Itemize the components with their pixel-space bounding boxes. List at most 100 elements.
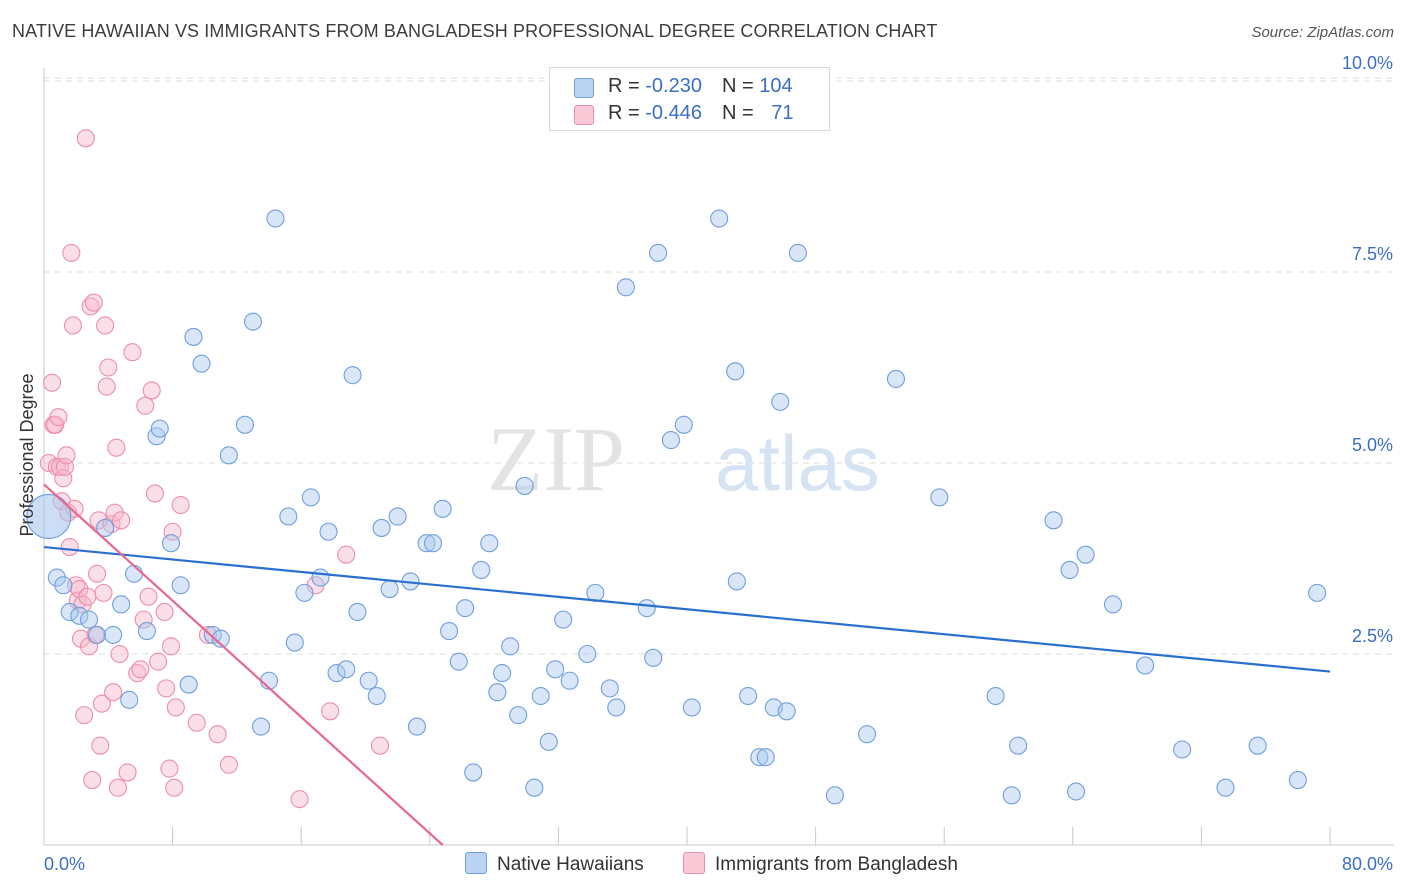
- bangladesh-point: [51, 457, 70, 476]
- native-hawaiian-point: [184, 327, 203, 346]
- native-hawaiian-point: [578, 644, 597, 664]
- legend-n-label: N =: [721, 102, 760, 124]
- legend-swatch-blue: [574, 78, 594, 98]
- bangladesh-point: [97, 377, 116, 396]
- bangladesh-point: [145, 484, 164, 503]
- zipatlas-watermark: ZIP atlas: [487, 408, 880, 510]
- bangladesh-trend-line: [43, 483, 444, 846]
- native-hawaiian-point: [986, 686, 1005, 706]
- legend-label: Immigrants from Bangladesh: [715, 854, 958, 875]
- native-hawaiian-point: [649, 243, 668, 262]
- native-hawaiian-point: [235, 415, 254, 434]
- bangladesh-point: [337, 545, 356, 564]
- native-hawaiian-point: [600, 679, 619, 698]
- native-hawaiian-point: [112, 595, 131, 614]
- bangladesh-point: [108, 778, 127, 797]
- native-hawaiian-point: [727, 572, 746, 591]
- native-hawaiian-point: [750, 748, 769, 767]
- native-hawaiian-point: [1248, 736, 1267, 755]
- native-hawaiian-point: [771, 392, 790, 411]
- bangladesh-point: [165, 778, 184, 797]
- native-hawaiian-point: [710, 209, 729, 228]
- native-hawaiian-point: [1076, 545, 1095, 564]
- native-hawaiian-point: [777, 702, 796, 721]
- native-hawaiian-trend-line: [43, 545, 1331, 673]
- native-hawaiian-point: [515, 476, 534, 495]
- bangladesh-point: [142, 381, 161, 400]
- native-hawaiian-point: [279, 507, 298, 526]
- bangladesh-point: [62, 243, 81, 262]
- native-hawaiian-point: [509, 706, 528, 725]
- native-hawaiian-point: [1066, 782, 1086, 801]
- native-hawaiian-point: [739, 686, 758, 706]
- native-hawaiian-point: [124, 564, 144, 583]
- native-hawaiian-point: [87, 625, 107, 644]
- native-hawaiian-point: [539, 732, 558, 751]
- native-hawaiian-point: [1103, 595, 1123, 614]
- bangladesh-point: [76, 129, 95, 148]
- bangladesh-point: [321, 702, 340, 721]
- bangladesh-point: [112, 511, 131, 530]
- bangladesh-point: [84, 293, 103, 312]
- native-hawaiian-point: [546, 660, 565, 679]
- native-hawaiian-point: [554, 610, 573, 629]
- native-hawaiian-point: [433, 499, 452, 518]
- y-tick-label: 2.5%: [1352, 626, 1393, 646]
- native-hawaiian-point: [319, 522, 338, 541]
- native-hawaiian-point: [1173, 740, 1192, 759]
- native-hawaiian-point: [756, 748, 775, 767]
- legend-n-value: 104: [759, 75, 793, 97]
- source-note: Source: ZipAtlas.com: [1251, 24, 1394, 41]
- native-hawaiian-point: [301, 488, 320, 507]
- bangladesh-point: [136, 396, 155, 415]
- legend-r-label: R =: [608, 75, 646, 97]
- native-hawaiian-point: [359, 671, 378, 690]
- bangladesh-point: [208, 725, 227, 744]
- native-hawaiian-point: [60, 602, 79, 622]
- correlation-legend: R = -0.230 N = 104 R = -0.446 N = 71: [549, 67, 830, 131]
- native-hawaiian-point: [501, 637, 520, 656]
- y-axis-label: Professional Degree: [17, 373, 37, 536]
- native-hawaiian-point: [1009, 736, 1028, 755]
- legend-swatch-pink: [683, 852, 705, 874]
- bangladesh-point: [219, 755, 238, 774]
- native-hawaiian-point: [1216, 778, 1235, 797]
- native-hawaiian-point: [857, 725, 877, 744]
- legend-n-label: N =: [721, 75, 760, 97]
- native-hawaiian-point: [343, 366, 362, 385]
- native-hawaiian-point: [644, 648, 663, 667]
- legend-swatch-pink: [574, 105, 594, 125]
- native-hawaiian-point: [1288, 771, 1307, 790]
- bangladesh-point: [104, 683, 123, 702]
- native-hawaiian-point: [380, 580, 399, 599]
- legend-swatch-blue: [465, 852, 487, 874]
- native-hawaiian-point: [493, 664, 512, 683]
- native-hawaiian-point: [1044, 511, 1063, 530]
- legend-n-value: 71: [771, 102, 794, 124]
- native-hawaiian-point: [607, 698, 626, 717]
- native-hawaiian-point: [1002, 786, 1021, 805]
- bangladesh-point: [78, 587, 97, 606]
- bangladesh-point: [161, 637, 181, 656]
- x-tick-label-min: 0.0%: [44, 854, 85, 874]
- bangladesh-point: [99, 358, 118, 377]
- bangladesh-point: [57, 446, 76, 465]
- native-hawaiian-point: [251, 717, 271, 736]
- native-hawaiian-point: [417, 534, 436, 553]
- series-native-hawaiian-points: [26, 209, 1327, 805]
- bangladesh-point: [163, 522, 182, 541]
- bangladesh-point: [370, 736, 390, 755]
- bangladesh-point: [139, 587, 158, 606]
- native-hawaiian-point: [150, 419, 169, 438]
- bangladesh-point: [123, 343, 142, 362]
- watermark-atlas: atlas: [715, 419, 880, 507]
- bangladesh-point: [157, 679, 176, 698]
- native-hawaiian-point: [211, 629, 230, 648]
- native-hawaiian-point: [440, 622, 459, 641]
- bangladesh-point: [134, 610, 153, 629]
- native-hawaiian-point: [726, 362, 745, 381]
- native-hawaiian-point: [1060, 560, 1079, 580]
- bangladesh-point: [91, 736, 110, 755]
- native-hawaiian-point: [825, 786, 844, 805]
- native-hawaiian-point: [179, 675, 198, 694]
